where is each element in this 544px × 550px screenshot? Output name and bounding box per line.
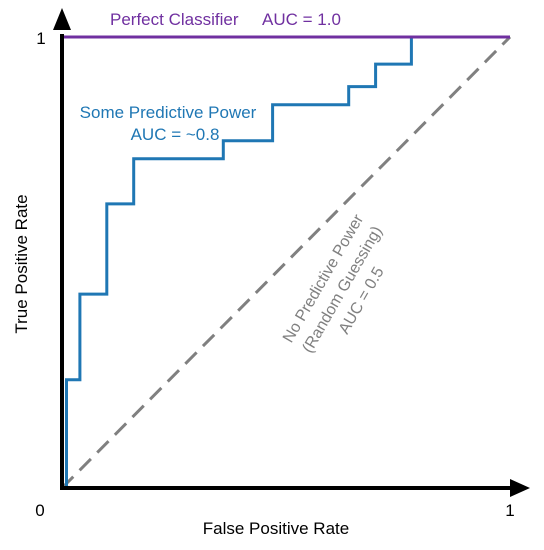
perfect-classifier-auc-label: AUC = 1.0 — [262, 10, 341, 29]
some-predictive-power-line — [62, 35, 510, 490]
x-axis-arrow-icon — [510, 479, 530, 497]
some-predictive-power-auc-label: AUC = ~0.8 — [131, 125, 220, 144]
x-axis-label: False Positive Rate — [203, 519, 349, 538]
y-axis-label: True Positive Rate — [12, 194, 31, 333]
x-tick-label-0: 0 — [35, 501, 44, 520]
random-guessing-annotation: No Predictive Power (Random Guessing) AU… — [280, 211, 388, 356]
y-axis-arrow-icon — [53, 8, 71, 30]
random-guessing-line — [60, 35, 512, 490]
y-tick-label-1: 1 — [36, 29, 45, 48]
x-tick-label-1: 1 — [505, 501, 514, 520]
some-predictive-power-label: Some Predictive Power — [80, 103, 257, 122]
perfect-classifier-label: Perfect Classifier — [110, 10, 239, 29]
